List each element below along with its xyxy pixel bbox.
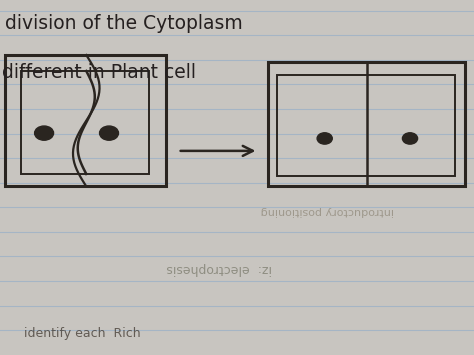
Bar	[5, 55, 166, 186]
Text: division of the Cytoplasm: division of the Cytoplasm	[5, 13, 243, 33]
Circle shape	[317, 133, 332, 144]
Circle shape	[35, 126, 54, 140]
Text: different in Plant cell: different in Plant cell	[2, 63, 196, 82]
Text: introductory positioning: introductory positioning	[261, 206, 394, 216]
Bar	[268, 62, 465, 186]
Bar	[277, 75, 455, 176]
Circle shape	[402, 133, 418, 144]
Text: identify each  Rich: identify each Rich	[24, 327, 140, 340]
Text: iz:  electrophesis: iz: electrophesis	[166, 262, 272, 274]
Bar	[21, 71, 149, 174]
Circle shape	[100, 126, 118, 140]
